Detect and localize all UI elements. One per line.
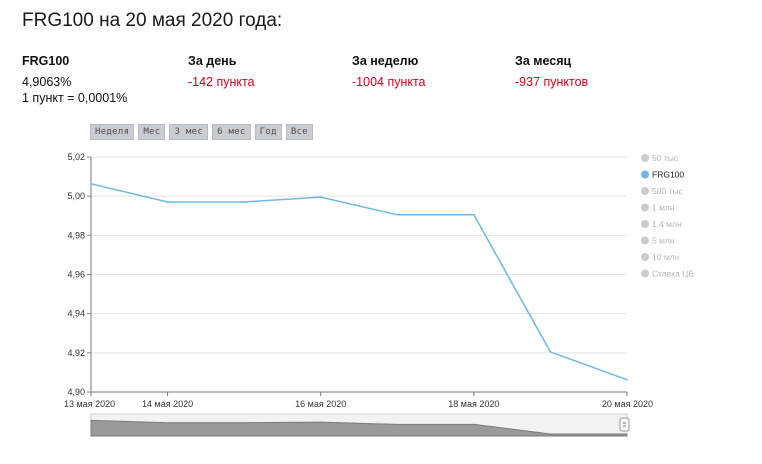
range-button-3months[interactable]: 3 мес bbox=[169, 124, 209, 140]
legend-marker[interactable] bbox=[641, 269, 649, 278]
y-tick-label: 4,90 bbox=[67, 387, 85, 397]
data-point bbox=[90, 183, 92, 185]
range-button-all[interactable]: Все bbox=[285, 124, 313, 140]
legend-item-label[interactable]: FRG100 bbox=[652, 170, 684, 180]
legend-marker[interactable] bbox=[641, 220, 649, 228]
legend-marker[interactable] bbox=[641, 170, 649, 179]
stat-day: За день -142 пункта bbox=[188, 52, 255, 91]
data-point bbox=[243, 201, 245, 203]
navigator-handle[interactable] bbox=[619, 417, 630, 432]
series-line-frg100 bbox=[90, 183, 628, 381]
y-tick-label: 5,00 bbox=[67, 191, 85, 201]
range-button-week[interactable]: Неделя bbox=[90, 124, 135, 140]
stat-label: За день bbox=[188, 54, 237, 68]
stat-month: За месяц -937 пунктов bbox=[515, 52, 588, 91]
legend-marker[interactable] bbox=[641, 187, 649, 195]
stat-value: -1004 пункта bbox=[352, 75, 426, 89]
y-tick-label: 4,94 bbox=[67, 309, 85, 319]
y-tick-label: 4,96 bbox=[67, 270, 85, 280]
point-note: 1 пункт = 0,0001% bbox=[22, 91, 128, 105]
legend-marker[interactable] bbox=[641, 253, 649, 261]
stat-label: За месяц bbox=[515, 54, 572, 68]
stat-current: FRG100 4,9063% bbox=[22, 52, 71, 91]
y-tick-label: 4,92 bbox=[67, 348, 85, 358]
y-tick-label: 4,98 bbox=[67, 230, 85, 240]
stat-week: За неделю -1004 пункта bbox=[352, 52, 426, 91]
data-point bbox=[626, 378, 628, 381]
range-button-month[interactable]: Мес bbox=[138, 124, 166, 140]
range-selector: Неделя Мес 3 мес 6 мес Год Все bbox=[90, 124, 313, 140]
data-point bbox=[396, 213, 399, 216]
data-point bbox=[473, 213, 475, 216]
x-tick-label: 16 мая 2020 bbox=[295, 399, 346, 409]
stat-label: За неделю bbox=[352, 54, 419, 68]
legend-item-label[interactable]: 50 тыс bbox=[652, 153, 679, 163]
legend-item-label[interactable]: Ставка ЦБ bbox=[652, 269, 694, 279]
stat-value: -142 пункта bbox=[188, 75, 255, 89]
legend-item-label[interactable]: 5 млн bbox=[652, 236, 675, 246]
x-tick-label: 18 мая 2020 bbox=[448, 399, 499, 409]
legend-marker[interactable] bbox=[641, 203, 649, 212]
data-point bbox=[166, 201, 169, 203]
legend-marker[interactable] bbox=[641, 236, 649, 245]
navigator-series-area bbox=[90, 419, 628, 437]
range-button-year[interactable]: Год bbox=[254, 124, 282, 140]
legend-item-label[interactable]: 500 тыс bbox=[652, 186, 684, 196]
data-point bbox=[549, 351, 552, 353]
stat-label: FRG100 bbox=[22, 54, 70, 68]
y-tick-label: 5,02 bbox=[67, 152, 85, 162]
range-button-6months[interactable]: 6 мес bbox=[212, 124, 251, 140]
legend-item-label[interactable]: 1,4 млн bbox=[652, 219, 682, 229]
x-tick-label: 13 мая 2020 bbox=[64, 399, 115, 409]
legend-marker[interactable] bbox=[641, 154, 649, 162]
data-point bbox=[319, 196, 322, 198]
stat-value: 4,9063% bbox=[22, 75, 72, 89]
page-title: FRG100 на 20 мая 2020 года: bbox=[22, 10, 283, 31]
stat-value: -937 пунктов bbox=[515, 75, 589, 89]
x-tick-label: 20 мая 2020 bbox=[602, 399, 653, 409]
legend-item-label[interactable]: 10 млн bbox=[652, 252, 680, 262]
legend-item-label[interactable]: 1 млн bbox=[652, 203, 675, 213]
x-tick-label: 14 мая 2020 bbox=[142, 399, 193, 409]
